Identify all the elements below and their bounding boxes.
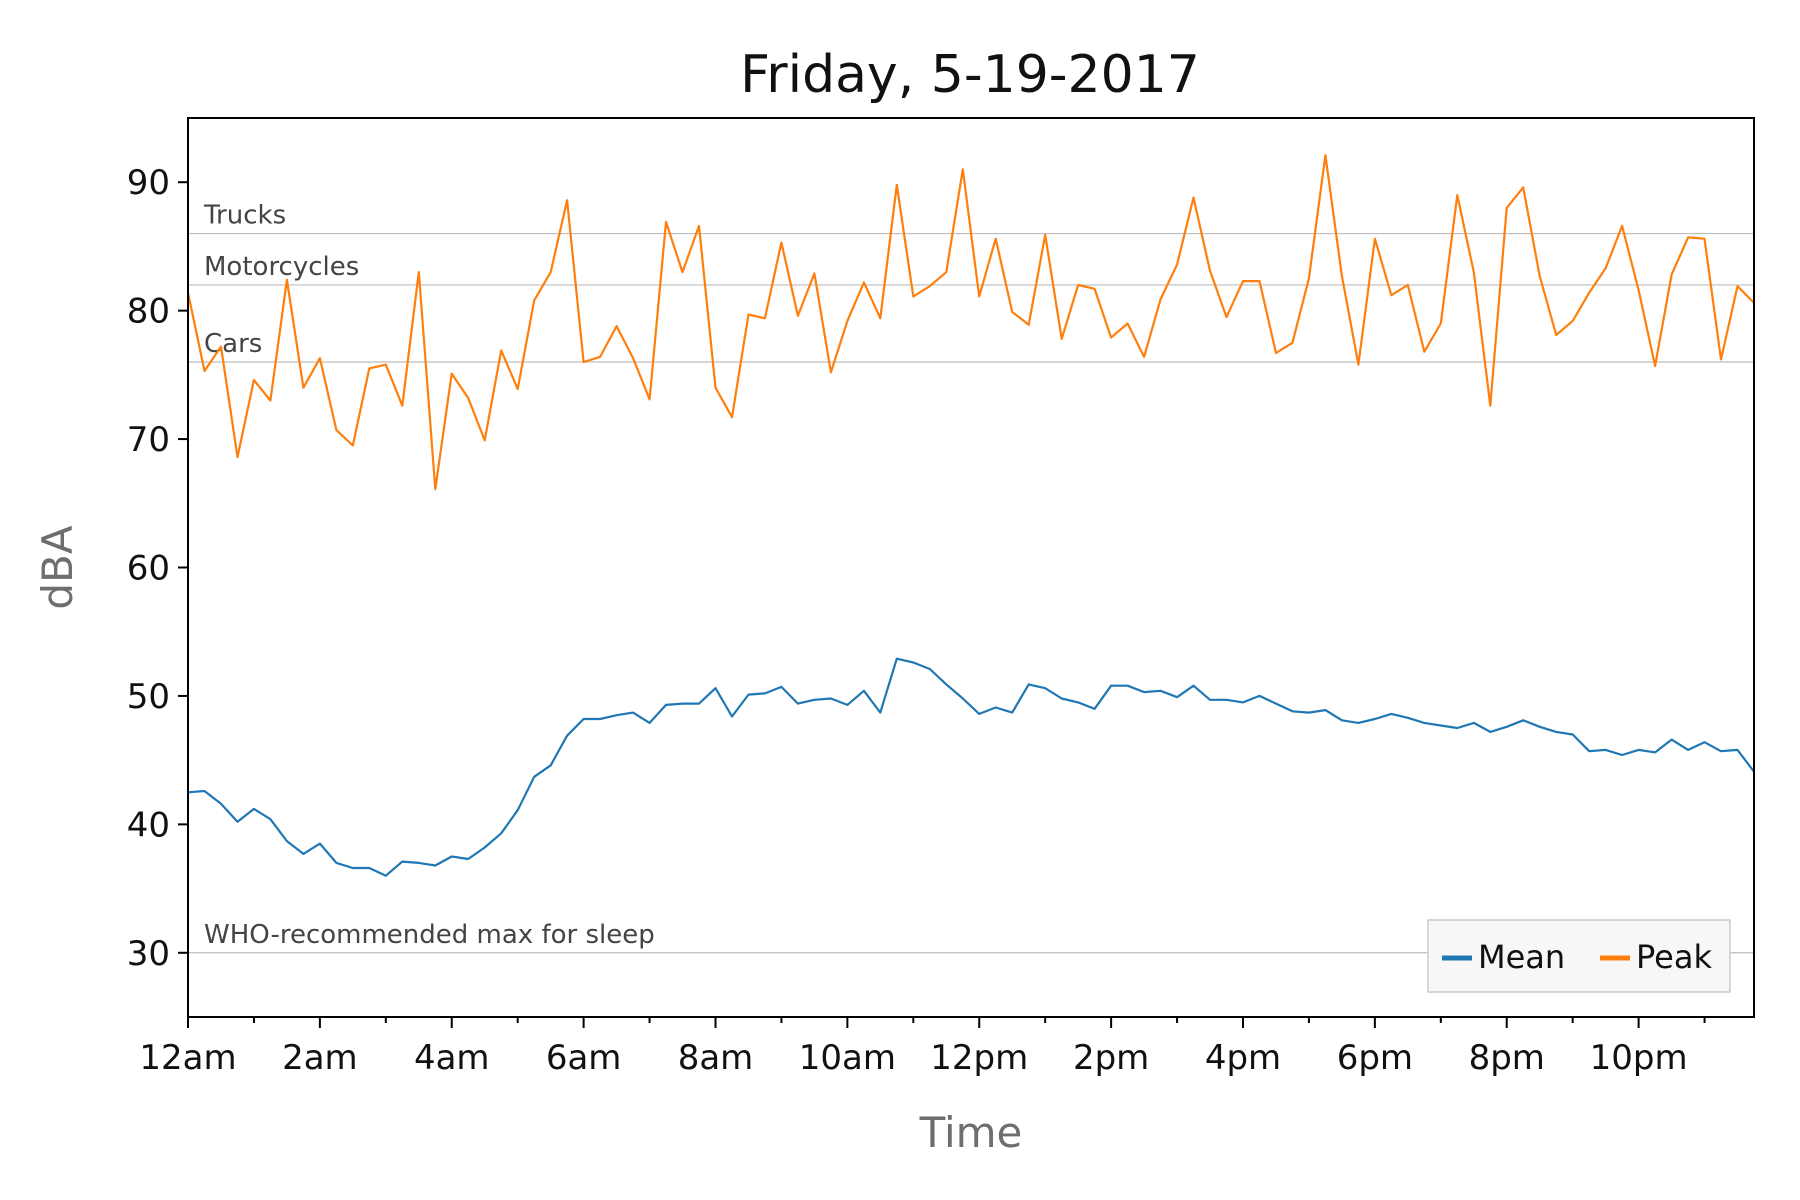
x-tick-label: 10am bbox=[799, 1038, 896, 1078]
y-tick-label: 70 bbox=[127, 420, 170, 460]
x-tick-label: 8am bbox=[678, 1038, 754, 1078]
x-tick-label: 6pm bbox=[1337, 1038, 1413, 1078]
y-tick-label: 40 bbox=[127, 805, 170, 845]
x-tick-label: 8pm bbox=[1469, 1038, 1545, 1078]
legend-box bbox=[1427, 919, 1731, 993]
x-tick-label: 12pm bbox=[930, 1038, 1028, 1078]
y-axis: 30 40 50 60 70 80 90 bbox=[127, 163, 188, 974]
x-tick-label: 4pm bbox=[1205, 1038, 1281, 1078]
x-tick-label: 6am bbox=[546, 1038, 622, 1078]
series-line-mean bbox=[188, 657, 1754, 877]
x-axis-label: Time bbox=[919, 1108, 1023, 1157]
y-tick-label: 30 bbox=[127, 934, 170, 974]
x-tick-label: 10pm bbox=[1590, 1038, 1688, 1078]
series-line-peak bbox=[188, 154, 1754, 491]
y-tick-label: 50 bbox=[127, 677, 170, 717]
reference-line-label: Motorcycles bbox=[204, 252, 359, 282]
reference-line-label: WHO-recommended max for sleep bbox=[204, 920, 655, 950]
series-layer bbox=[188, 154, 1754, 877]
y-tick-label: 60 bbox=[127, 549, 170, 589]
x-tick-label: 2am bbox=[282, 1038, 358, 1078]
legend-label-mean: Mean bbox=[1478, 938, 1565, 976]
legend-label-peak: Peak bbox=[1636, 938, 1712, 976]
reference-line-label: Trucks bbox=[203, 201, 286, 231]
x-tick-label: 2pm bbox=[1073, 1038, 1149, 1078]
x-axis: 12am 2am 4am 6am 8am 10am 12pm 2pm 4pm 6pm 8pm 10pm bbox=[139, 1017, 1706, 1078]
legend: Mean Peak bbox=[1427, 919, 1731, 993]
y-tick-label: 90 bbox=[127, 163, 170, 203]
plot-frame bbox=[187, 117, 1755, 1018]
y-axis-label: dBA bbox=[33, 525, 82, 609]
x-tick-label: 12am bbox=[139, 1038, 236, 1078]
y-tick-label: 80 bbox=[127, 292, 170, 332]
x-tick-label: 4am bbox=[414, 1038, 490, 1078]
chart-title: Friday, 5-19-2017 bbox=[740, 45, 1200, 105]
reference-line-label: Cars bbox=[204, 329, 262, 359]
